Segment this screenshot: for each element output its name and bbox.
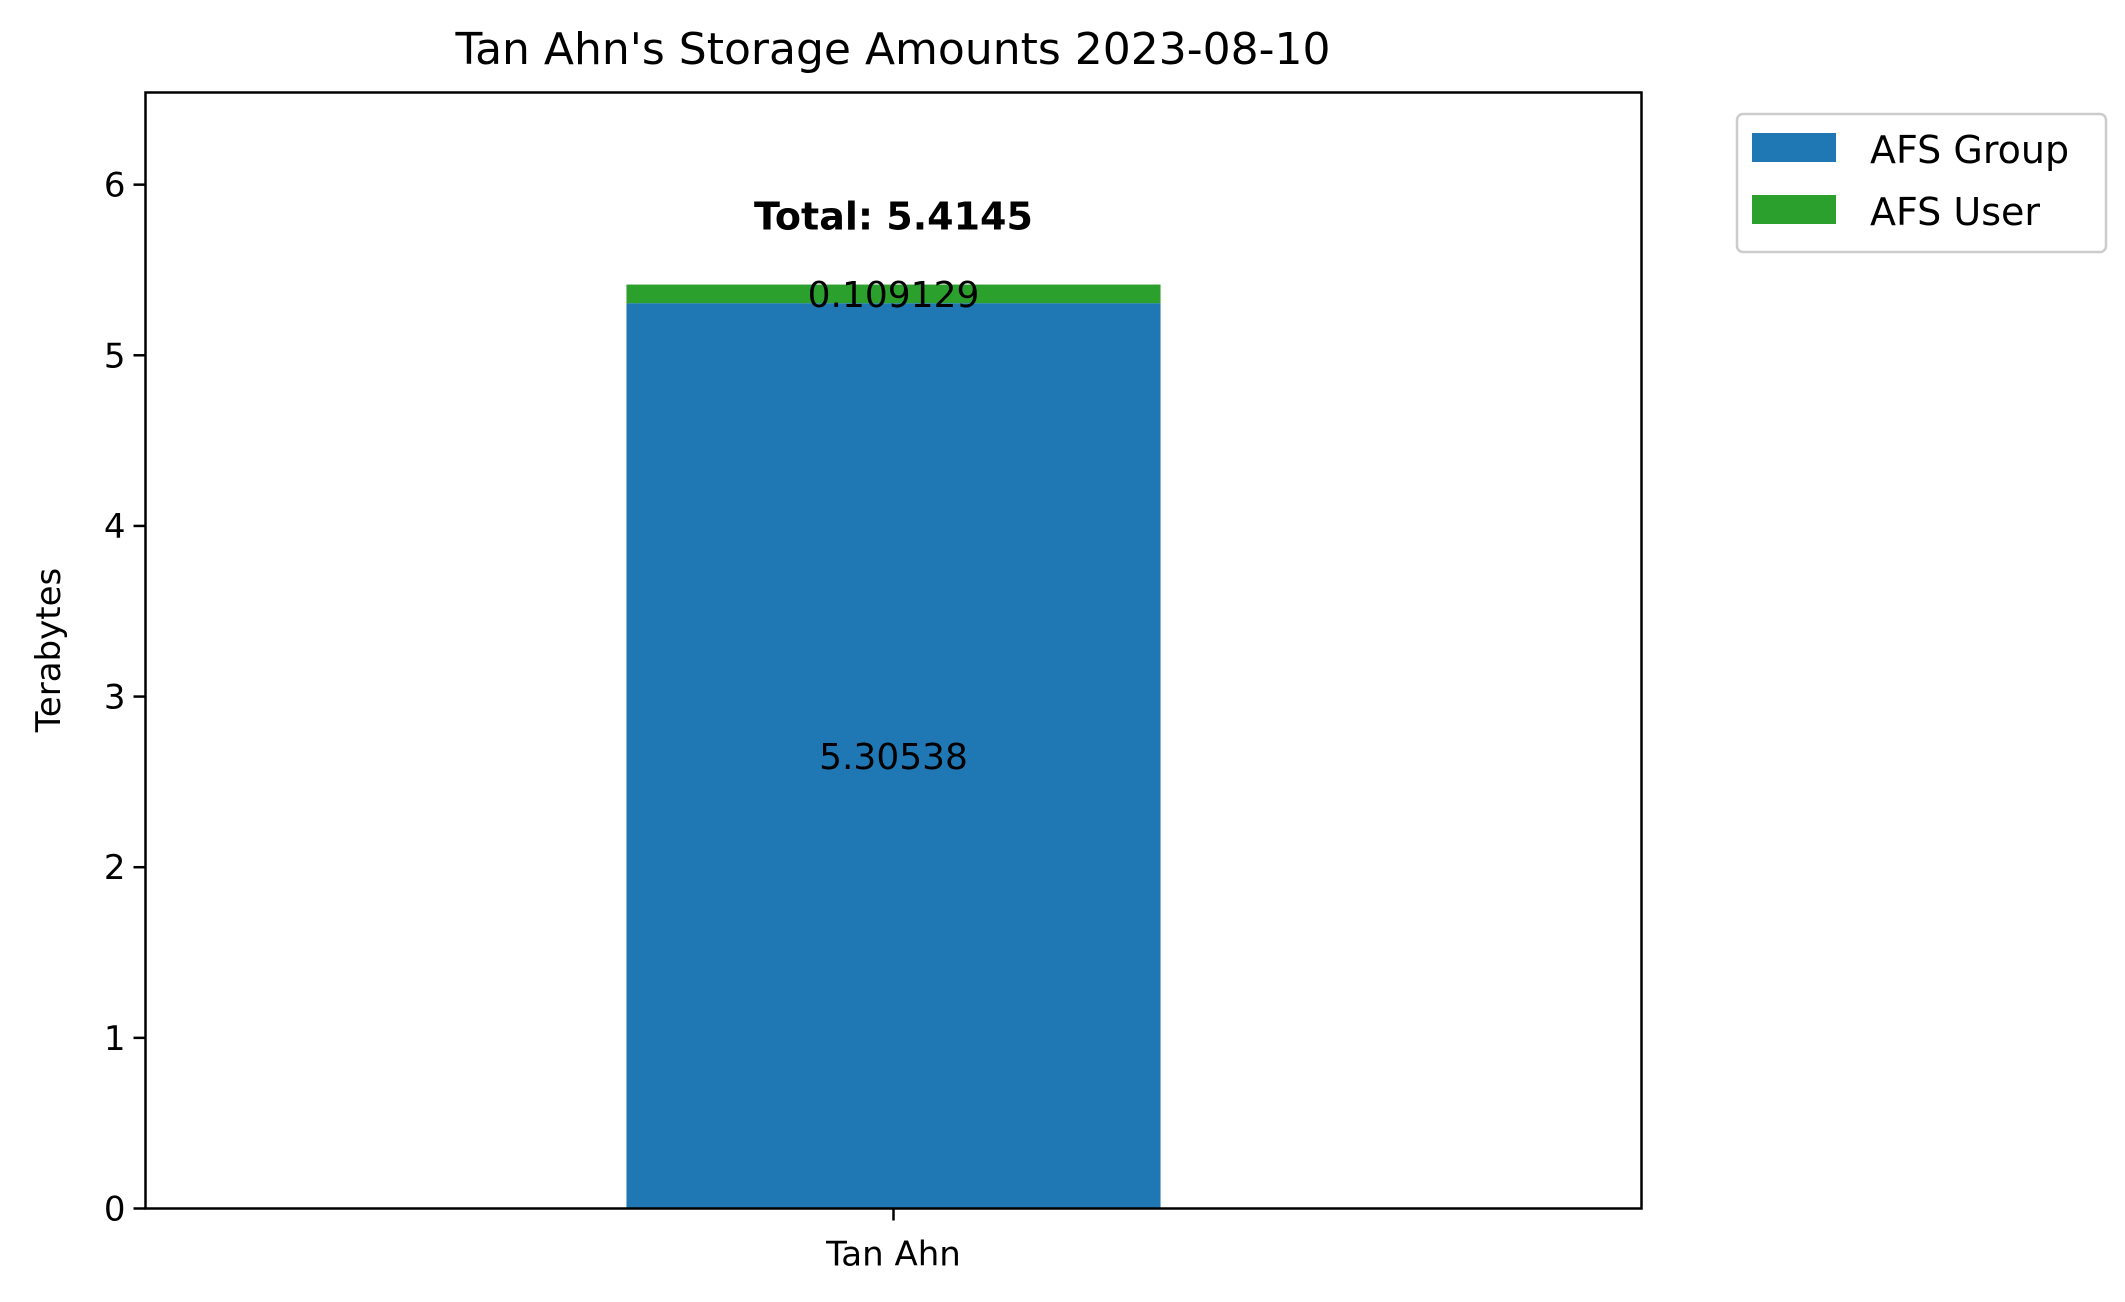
legend: AFS Group AFS User — [1735, 112, 2108, 254]
y-tick-label-4: 4 — [104, 507, 126, 547]
plot-frame — [144, 91, 1643, 1210]
legend-swatch-1 — [1752, 195, 1836, 224]
bars-group — [626, 284, 1161, 1209]
y-tick-label-3: 3 — [104, 678, 126, 718]
y-tick-label-2: 2 — [104, 848, 126, 888]
bar-segment-0-0 — [626, 303, 1161, 1209]
y-tick-label-0: 0 — [104, 1190, 126, 1230]
total-label-0: Total: 5.4145 — [754, 194, 1033, 238]
y-tick-label-1: 1 — [104, 1019, 126, 1059]
legend-label-0: AFS Group — [1870, 128, 2069, 172]
value-labels-group: 5.30538 0.109129 Total: 5.4145 — [754, 194, 1033, 778]
chart-title: Tan Ahn's Storage Amounts 2023-08-10 — [455, 24, 1331, 75]
legend-label-1: AFS User — [1870, 190, 2040, 234]
y-axis-label: Terabytes — [29, 568, 69, 733]
value-label-0-0: 5.30538 — [819, 737, 968, 778]
x-tick-label-0: Tan Ahn — [825, 1235, 961, 1275]
y-axis-ticks: 0 1 2 3 4 5 6 — [104, 166, 146, 1230]
value-label-1-0: 0.109129 — [808, 275, 980, 316]
y-tick-label-6: 6 — [104, 166, 126, 206]
legend-swatch-0 — [1752, 133, 1836, 162]
x-axis-ticks: Tan Ahn — [825, 1208, 961, 1275]
y-tick-label-5: 5 — [104, 336, 126, 376]
bar-segment-1-0 — [626, 284, 1161, 304]
